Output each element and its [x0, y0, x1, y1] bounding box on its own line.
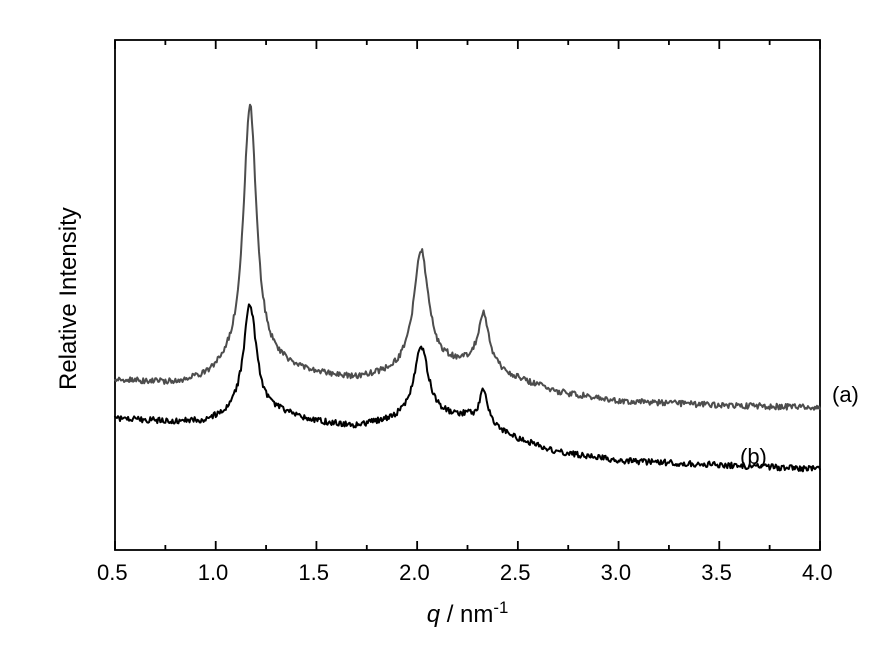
x-axis-label: q / nm-1 [368, 598, 568, 629]
x-tick-label: 1.0 [198, 560, 229, 586]
series-a [115, 105, 820, 410]
x-tick-label: 2.0 [399, 560, 430, 586]
xrd-line-chart: Relative Intensity q / nm-1 0.5 1.0 1.5 2.0… [0, 0, 869, 654]
x-tick-label: 2.5 [500, 560, 531, 586]
series-label-a: (a) [832, 382, 859, 408]
y-axis-label: Relative Intensity [55, 207, 83, 390]
plot-svg [0, 0, 869, 654]
x-tick-label: 4.0 [802, 560, 833, 586]
series-label-b: (b) [740, 444, 767, 470]
x-tick-label: 3.0 [601, 560, 632, 586]
x-tick-label: 1.5 [298, 560, 329, 586]
series-b [115, 304, 820, 471]
x-tick-label: 0.5 [97, 560, 128, 586]
x-tick-label: 3.5 [701, 560, 732, 586]
